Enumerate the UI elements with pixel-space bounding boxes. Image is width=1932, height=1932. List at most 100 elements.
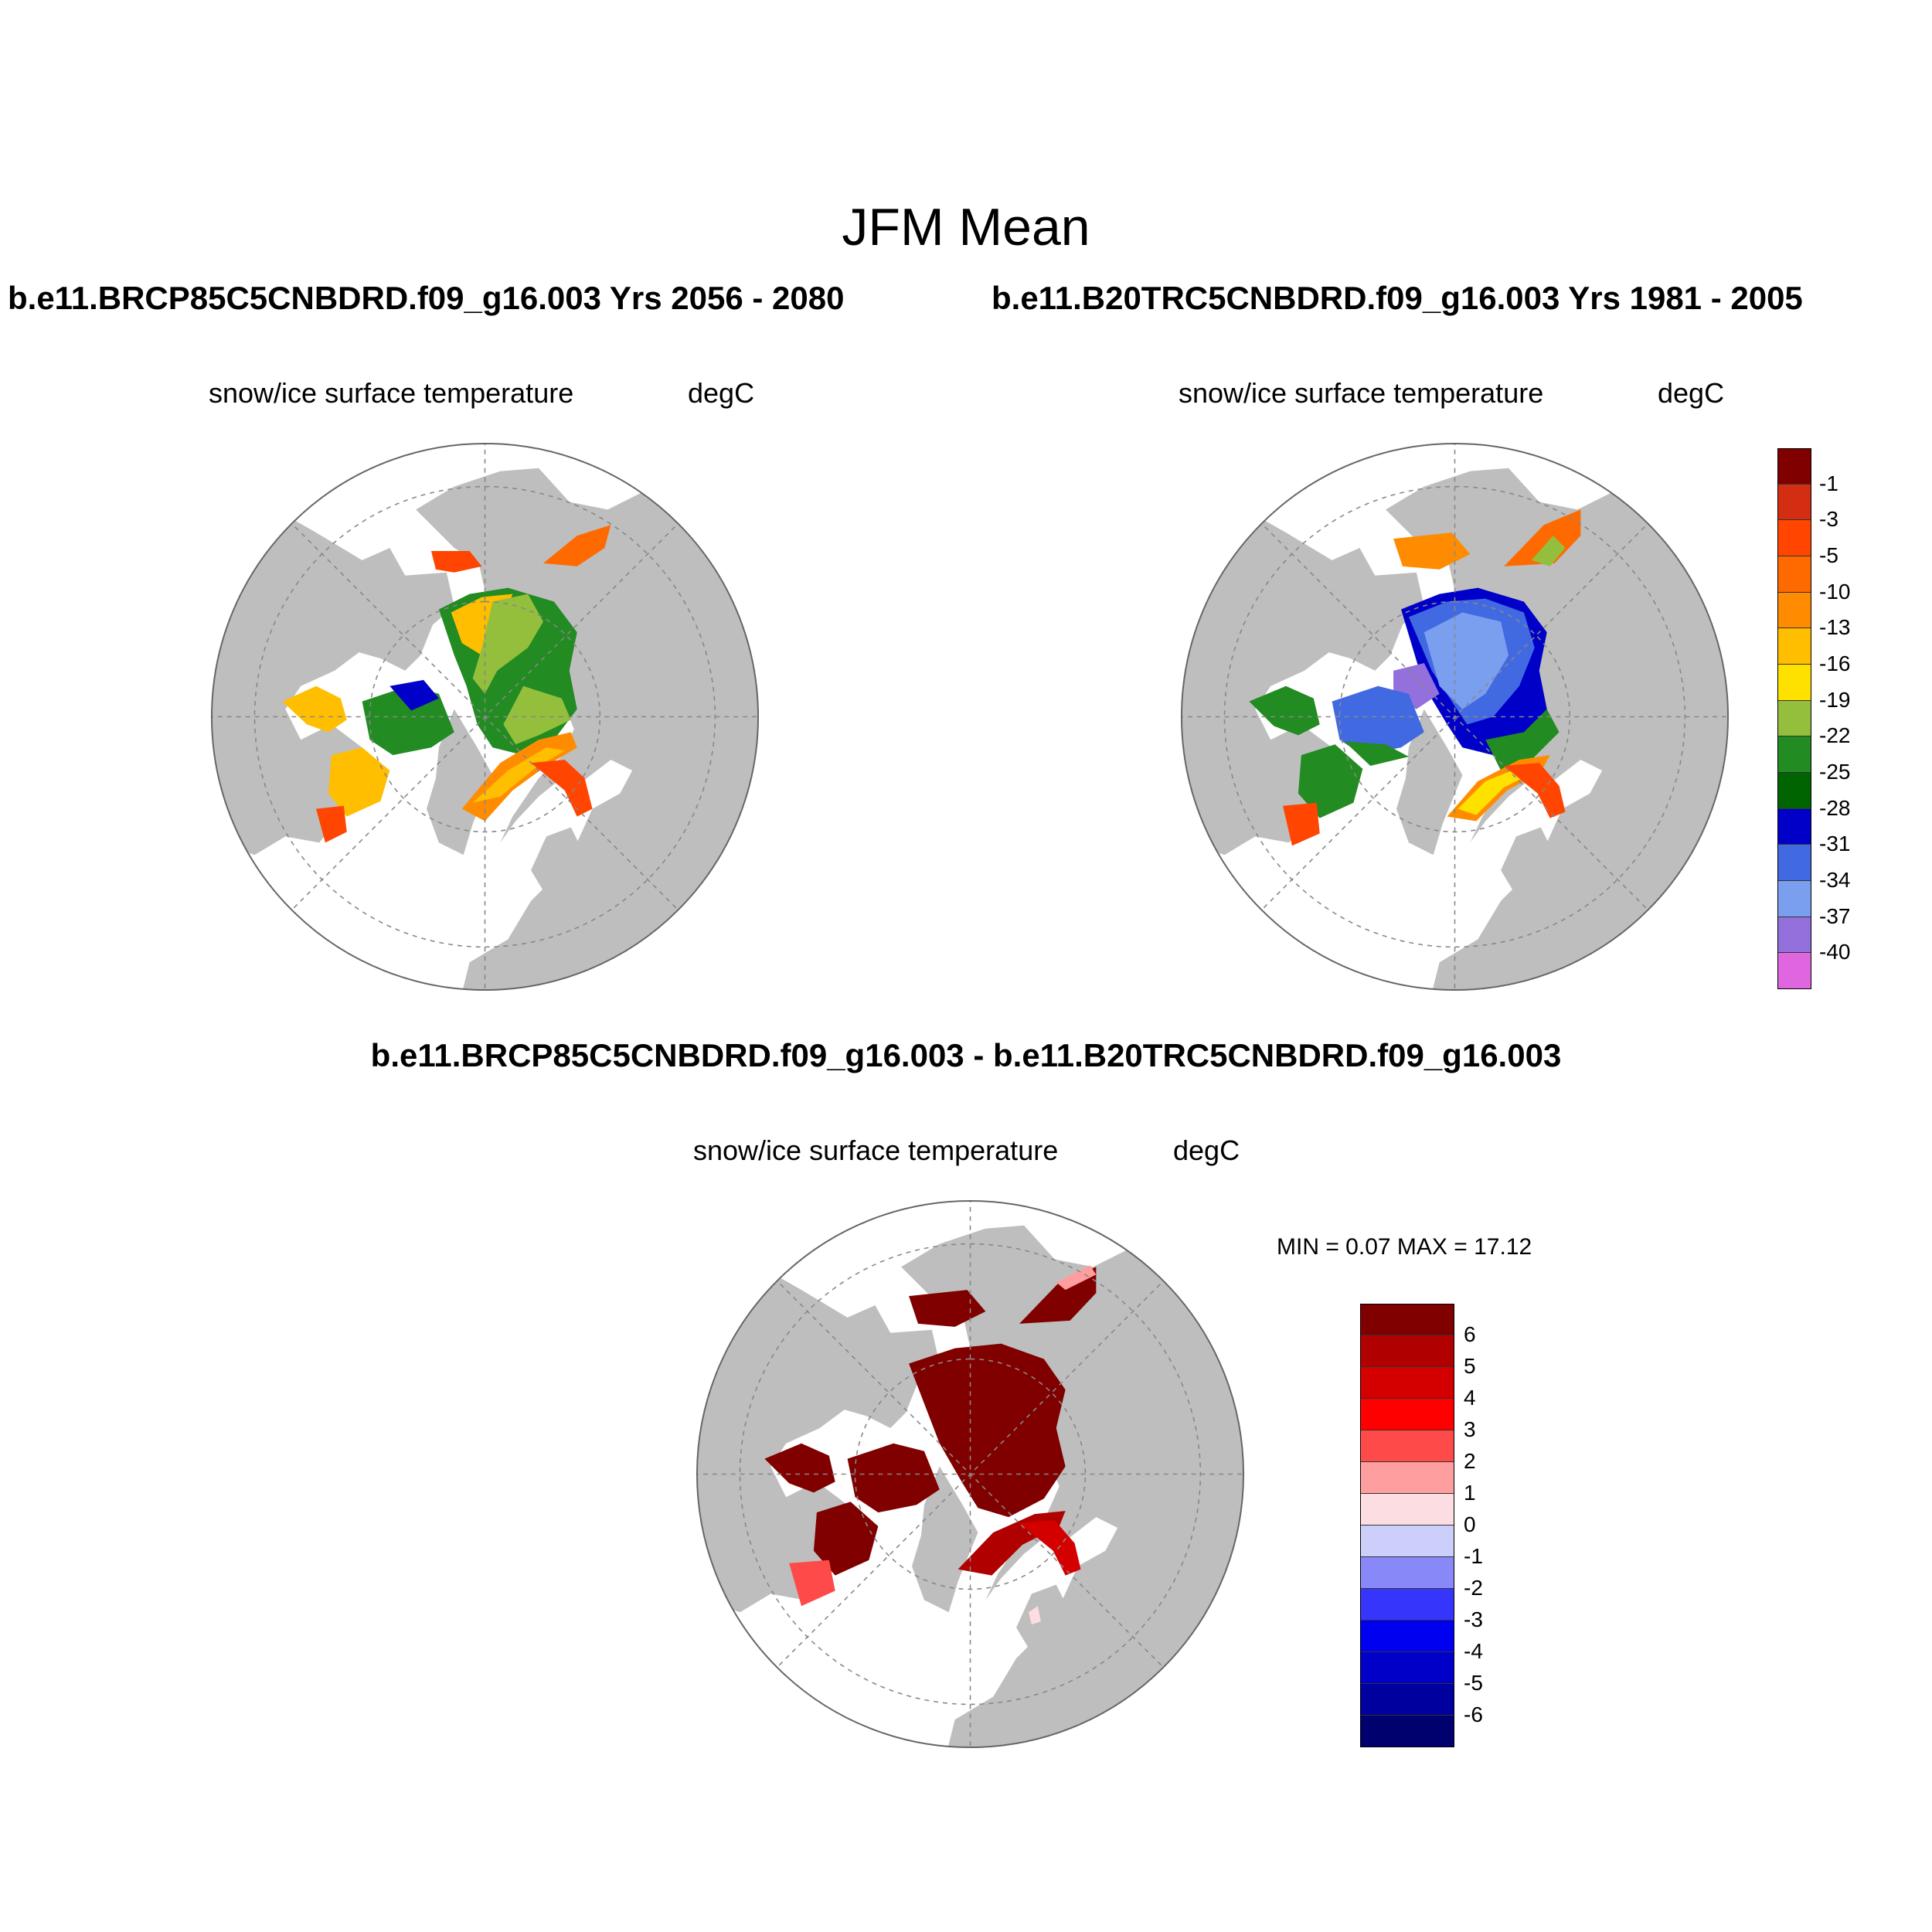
gridline-circle-2 [739,1243,1202,1706]
ice-tongue-light-green [472,594,543,694]
land-north-america [696,1228,940,1613]
historical-variable-label: snow/ice surface temperature [1179,377,1544,409]
okhotsk-green [1531,536,1566,566]
difference-min-max: MIN = 0.07 MAX = 17.12 [1277,1234,1532,1260]
difference-colorbar-tick-label: -2 [1464,1576,1483,1600]
gridline-circle-2 [253,485,716,948]
absolute-colorbar-swatch [1777,845,1811,881]
ice-warm-edge-2 [472,747,565,803]
difference-colorbar-tick-label: 5 [1464,1354,1476,1378]
caa-ice [1332,685,1424,756]
absolute-colorbar-tick-label: -10 [1819,579,1851,604]
difference-colorbar-swatch [1360,1335,1454,1367]
baffin-ice [1249,685,1320,736]
future-variable-label: snow/ice surface temperature [209,377,574,409]
caa-ice [362,685,454,756]
labrador-ice [1283,802,1320,846]
difference-colorbar-tick-label: 4 [1464,1386,1476,1410]
gridline-meridian-diag2 [1257,519,1652,914]
bering-difference [909,1290,986,1327]
absolute-colorbar: -1 -3 -5 -10 -13 -16 -19 -22 -25 -28 -31 -34 -37 -40 [1777,448,1850,989]
land-north-america [1181,471,1424,855]
future-units-label: degC [688,377,755,409]
land-north-america [211,471,454,855]
absolute-colorbar-tick-label: -25 [1819,760,1851,784]
difference-colorbar-swatch [1360,1462,1454,1494]
absolute-colorbar-swatch [1777,808,1811,845]
absolute-colorbar-swatch [1777,700,1811,737]
future-case-title: b.e11.BRCP85C5CNBDRD.f09_g16.003 Yrs 205… [8,280,845,316]
barents-edge [531,760,593,817]
baffin-ice [282,685,347,733]
difference-colorbar-tick-label: 6 [1464,1322,1476,1346]
difference-colorbar-swatch [1360,1716,1454,1747]
difference-colorbar: 6 5 4 3 2 1 0 -1 -2 -3 -4 -5 -6 [1360,1304,1483,1747]
gridline-meridian-diag2 [773,1277,1168,1672]
difference-colorbar-frame [1360,1304,1454,1747]
map-boundary [1180,442,1730,992]
labrador-ice [316,805,347,843]
land-greenland [427,709,493,855]
absolute-colorbar-swatch [1777,556,1811,593]
difference-colorbar-tick-label: 0 [1464,1512,1476,1536]
absolute-colorbar-tick-label: -16 [1819,651,1851,675]
absolute-colorbar-swatch [1777,520,1811,556]
difference-colorbar-tick-label: 3 [1464,1417,1476,1441]
difference-case-title: b.e11.BRCP85C5CNBDRD.f09_g16.003 - b.e11… [370,1037,1562,1073]
absolute-colorbar-swatch [1777,773,1811,809]
map-boundary [696,1199,1245,1749]
difference-colorbar-tick-label: 1 [1464,1481,1476,1505]
absolute-colorbar-swatch [1777,628,1811,665]
absolute-colorbar-tick-label: -40 [1819,940,1851,964]
caa-green [1344,741,1409,767]
okhotsk-ice [543,525,611,566]
future-polar-map [210,442,760,992]
difference-colorbar-swatch [1360,1589,1454,1621]
difference-colorbar-swatch [1360,1652,1454,1684]
ice-green-rim [1485,709,1560,771]
absolute-colorbar-tick-label: -37 [1819,903,1851,928]
land-scandinavia [1501,827,1553,901]
difference-colorbar-swatch [1360,1557,1454,1589]
map-boundary [210,442,760,992]
difference-colorbar-swatch [1360,1494,1454,1526]
difference-colorbar-tick-label: -5 [1464,1671,1483,1695]
historical-units-label: degC [1658,377,1725,409]
land-greenland [912,1466,978,1613]
baltic-difference [1028,1606,1041,1625]
difference-colorbar-tick-label: 2 [1464,1449,1476,1473]
okhotsk-edge-difference [1056,1265,1097,1291]
land-scandinavia [531,827,583,901]
difference-colorbar-swatch [1360,1430,1454,1462]
ice-tongue-bands [503,685,571,745]
difference-colorbar-tick-label: -6 [1464,1702,1483,1726]
absolute-colorbar-tick-label: -5 [1819,543,1838,567]
caa-difference [847,1443,940,1513]
historical-case-title: b.e11.B20TRC5CNBDRD.f09_g16.003 Yrs 1981… [992,280,1803,316]
absolute-colorbar-swatch [1777,917,1811,954]
hudson-ice [1298,744,1363,818]
difference-colorbar-tick-label: -3 [1464,1607,1483,1631]
hudson-ice [328,747,390,817]
figure-title: JFM Mean [842,198,1090,257]
absolute-colorbar-swatch [1777,736,1811,773]
absolute-colorbar-tick-label: -28 [1819,795,1851,820]
difference-colorbar-swatch [1360,1399,1454,1430]
absolute-colorbar-swatch [1777,665,1811,701]
difference-polar-map [696,1199,1245,1749]
bering-ice [1393,532,1471,570]
difference-colorbar-swatch [1360,1684,1454,1716]
absolute-colorbar-tick-label: -3 [1819,507,1838,532]
difference-colorbar-tick-label: -4 [1464,1639,1483,1663]
absolute-colorbar-tick-label: -1 [1819,471,1838,495]
hudson-difference [813,1502,879,1576]
land-scandinavia [1016,1584,1069,1658]
difference-colorbar-swatch [1360,1526,1454,1557]
absolute-colorbar-tick-label: -13 [1819,615,1851,640]
absolute-colorbar-tick-label: -19 [1819,687,1851,712]
absolute-colorbar-tick-label: -31 [1819,832,1851,856]
absolute-colorbar-swatch [1777,448,1811,485]
difference-variable-label: snow/ice surface temperature [693,1134,1059,1166]
historical-polar-map [1180,442,1730,992]
difference-colorbar-tick-label: -1 [1464,1544,1483,1568]
